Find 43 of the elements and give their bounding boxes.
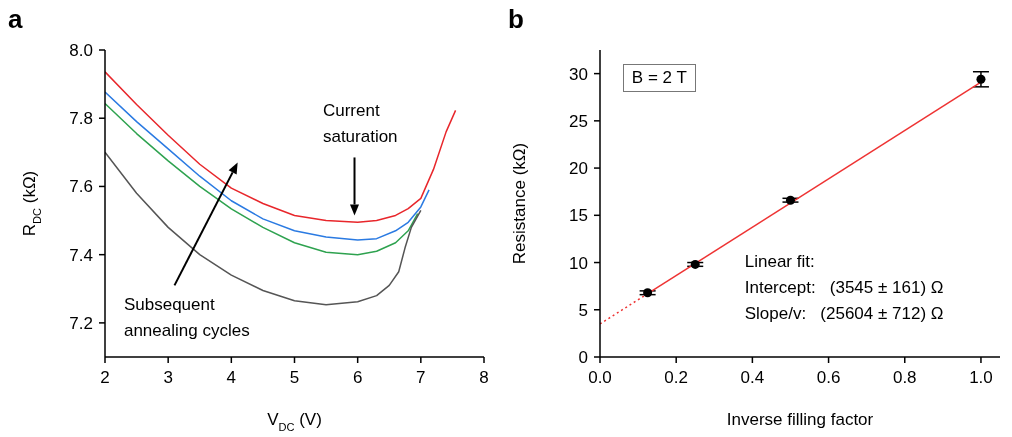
y-tick-label: 7.8 bbox=[69, 109, 93, 129]
y-tick-label: 7.2 bbox=[69, 313, 93, 333]
annotation: Current saturation bbox=[322, 99, 399, 148]
x-tick-label: 1.0 bbox=[969, 368, 993, 388]
line-series bbox=[105, 102, 419, 256]
chart-title: a bbox=[8, 4, 23, 34]
annotation: Slope/v: (25604 ± 712) Ω bbox=[744, 303, 944, 326]
x-tick-label: 3 bbox=[163, 368, 173, 388]
y-tick-label: 5 bbox=[578, 300, 588, 320]
y-tick-label: 30 bbox=[569, 64, 588, 84]
x-tick-label: 0.8 bbox=[892, 368, 917, 388]
x-tick-label: 0.6 bbox=[816, 368, 841, 388]
line-series bbox=[105, 91, 430, 241]
x-tick-label: 4 bbox=[226, 368, 237, 388]
chart-title: b bbox=[508, 4, 524, 34]
y-tick-label: 10 bbox=[569, 253, 588, 273]
x-tick-label: 2 bbox=[100, 368, 110, 388]
y-tick-label: 25 bbox=[569, 111, 588, 131]
annotation: B = 2 T bbox=[622, 64, 696, 93]
annotation: Intercept: (3545 ± 161) Ω bbox=[744, 277, 944, 300]
y-axis-title: Resistance (kΩ) bbox=[510, 142, 529, 265]
y-tick-label: 0 bbox=[578, 348, 588, 368]
x-tick-label: 6 bbox=[352, 368, 363, 388]
y-tick-label: 7.6 bbox=[69, 177, 93, 197]
x-axis-title: Inverse filling factor bbox=[726, 410, 874, 429]
y-tick-label: 8.0 bbox=[69, 41, 93, 61]
point bbox=[976, 74, 986, 84]
y-tick-label: 15 bbox=[569, 206, 588, 226]
point bbox=[643, 288, 653, 298]
x-tick-label: 8 bbox=[479, 368, 489, 388]
x-tick-label: 5 bbox=[289, 368, 300, 388]
point bbox=[785, 195, 795, 205]
x-tick-label: 0.4 bbox=[740, 368, 765, 388]
annotation: Linear fit: bbox=[744, 251, 816, 274]
point bbox=[690, 259, 700, 269]
x-tick-label: 0.2 bbox=[664, 368, 689, 388]
y-tick-label: 7.4 bbox=[69, 245, 93, 265]
line-series bbox=[105, 71, 457, 224]
x-tick-label: 7 bbox=[416, 368, 426, 388]
x-tick-label: 0.0 bbox=[588, 368, 612, 388]
y-tick-label: 20 bbox=[569, 159, 588, 179]
x-axis-title: V$_{DC}$ (V) bbox=[267, 410, 322, 433]
annotation: Subsequent annealing cycles bbox=[123, 294, 251, 343]
